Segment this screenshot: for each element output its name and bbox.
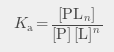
Text: $K_{\mathrm{a}} = \dfrac{[\mathrm{PL}_{n}]}{[\mathrm{P}]\,[\mathrm{L}]^{n}}$: $K_{\mathrm{a}} = \dfrac{[\mathrm{PL}_{n… — [13, 5, 101, 46]
